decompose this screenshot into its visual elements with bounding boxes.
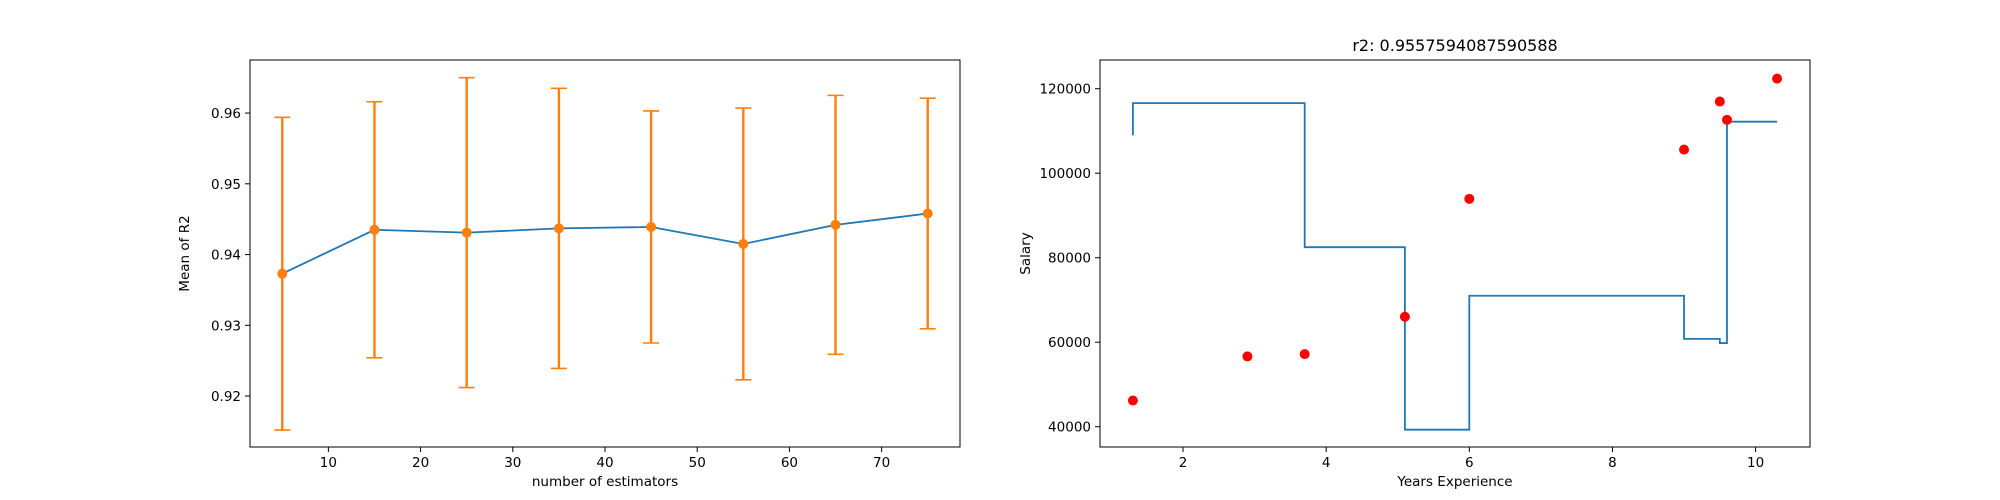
mean-point <box>461 227 472 238</box>
x-axis-label: number of estimators <box>532 474 678 490</box>
x-axis-label: Years Experience <box>1396 474 1512 490</box>
y-axis-label: Mean of R2 <box>177 215 193 291</box>
mean-line <box>281 212 928 275</box>
x-tick-label: 20 <box>412 455 429 471</box>
mean-point <box>646 221 657 232</box>
salary-point <box>1772 73 1783 84</box>
salary-point <box>1399 311 1410 322</box>
y-tick-label: 100000 <box>1039 166 1091 182</box>
x-tick-label: 60 <box>781 455 798 471</box>
x-tick-label: 2 <box>1179 455 1188 471</box>
y-tick-label: 0.93 <box>211 318 241 334</box>
prediction-step-line <box>1132 102 1778 431</box>
x-tick-label: 10 <box>320 455 337 471</box>
y-tick-label: 60000 <box>1048 335 1091 351</box>
y-tick-label: 0.95 <box>211 177 241 193</box>
x-tick-label: 6 <box>1465 455 1474 471</box>
y-tick-label: 0.92 <box>211 389 241 405</box>
mean-point <box>830 219 841 230</box>
y-axis-label: Salary <box>1018 232 1034 274</box>
mean-point <box>369 224 380 235</box>
x-tick-label: 50 <box>689 455 706 471</box>
x-tick-label: 70 <box>873 455 890 471</box>
salary-point <box>1299 349 1310 360</box>
x-tick-label: 40 <box>596 455 613 471</box>
salary-point <box>1721 114 1732 125</box>
axes-frame <box>249 59 961 448</box>
errorbar-chart: 10 20 30 40 50 60 70 0.92 0.93 0.94 0.95 0.96 number… <box>177 59 961 490</box>
x-tick-label: 30 <box>504 455 521 471</box>
x-tick-label: 4 <box>1322 455 1331 471</box>
y-tick-label: 0.94 <box>211 248 241 264</box>
mean-point <box>553 223 564 234</box>
salary-point <box>1242 351 1253 362</box>
salary-point <box>1464 193 1475 204</box>
chart-title: r2: 0.9557594087590588 <box>1352 36 1557 55</box>
salary-point <box>1127 395 1138 406</box>
y-tick-label: 80000 <box>1048 251 1091 267</box>
y-tick-label: 120000 <box>1039 82 1091 98</box>
y-tick-label: 40000 <box>1048 420 1091 436</box>
mean-point <box>277 268 288 279</box>
x-tick-label: 8 <box>1608 455 1617 471</box>
mean-point <box>922 208 933 219</box>
axes-frame <box>1099 59 1811 448</box>
x-tick-label: 10 <box>1747 455 1764 471</box>
salary-point <box>1714 96 1725 107</box>
salary-point <box>1679 144 1690 155</box>
y-tick-label: 0.96 <box>211 106 241 122</box>
mean-point <box>738 238 749 249</box>
salary-regression-chart: 2 4 6 8 10 40000 60000 80000 100000 120000 Years E… <box>1018 36 1811 490</box>
